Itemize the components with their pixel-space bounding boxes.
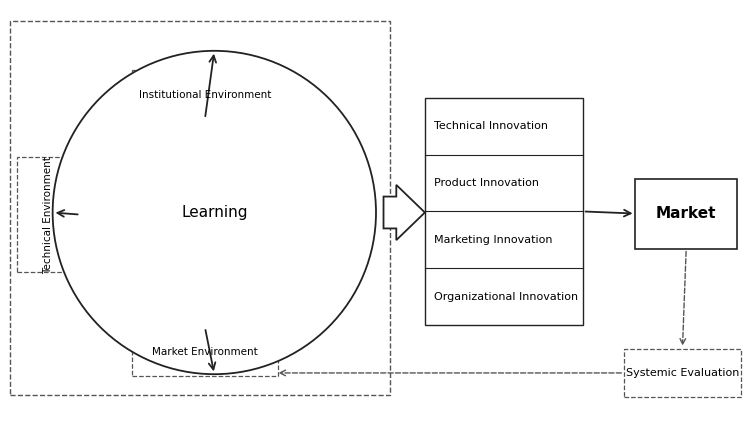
Ellipse shape: [53, 51, 376, 374]
Bar: [425, 98, 583, 325]
Text: Market Environment: Market Environment: [152, 347, 258, 357]
Bar: [635, 178, 737, 249]
Text: Technical Innovation: Technical Innovation: [434, 121, 548, 131]
Bar: [10, 21, 390, 395]
Polygon shape: [384, 185, 425, 240]
Bar: [624, 348, 741, 397]
Bar: [17, 157, 80, 272]
Bar: [132, 70, 278, 119]
Text: Technical Environment: Technical Environment: [44, 156, 53, 274]
Text: Systemic Evaluation: Systemic Evaluation: [626, 368, 739, 378]
Text: Institutional Environment: Institutional Environment: [138, 90, 271, 99]
Bar: [132, 327, 278, 376]
Text: Marketing Innovation: Marketing Innovation: [434, 235, 553, 245]
Text: Learning: Learning: [181, 205, 247, 220]
Text: Product Innovation: Product Innovation: [434, 178, 539, 188]
Text: Market: Market: [656, 206, 717, 221]
Text: Organizational Innovation: Organizational Innovation: [434, 292, 578, 302]
